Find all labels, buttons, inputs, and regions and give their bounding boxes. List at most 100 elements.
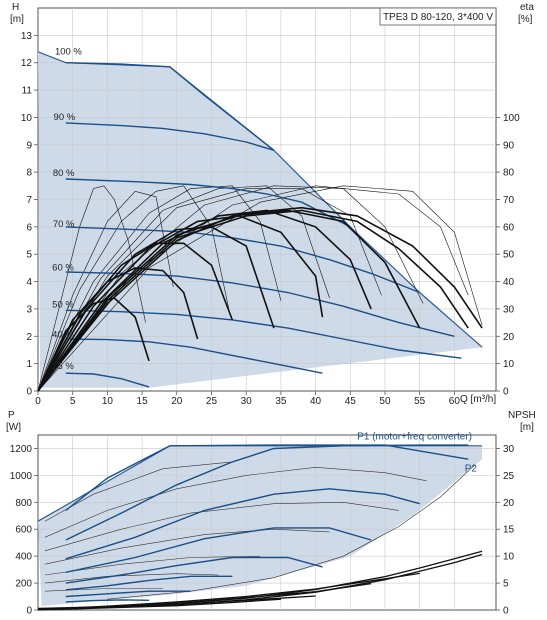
flow-x-tick-label: 60 [449,396,461,407]
power-y-right-tick-label: 30 [503,444,515,455]
p2-series-label: P2 [465,463,478,474]
power-y-tick-label: 800 [15,498,32,509]
head-efficiency-panel: 0123456789101112130102030405060708090100… [21,7,520,407]
head-curve [65,122,275,151]
flow-axis-label: Q [m³/h] [460,394,496,405]
flow-x-tick-label: 5 [70,396,76,407]
head-y-right-tick-label: 20 [503,332,515,343]
head-y-right-tick-label: 90 [503,140,515,151]
power-y-right-tick-label: 5 [503,579,509,590]
title-box [379,7,497,26]
head-y-tick-label: 0 [26,387,32,398]
head-y-right-tick-label: 60 [503,222,515,233]
p1-curve [65,444,469,541]
head-y-tick-label: 6 [26,222,32,233]
power-npsh-panel: 0 200 400 600 800 1000 1200 0 5 10 15 20 25 30 P1 (mot… [10,432,515,617]
flow-x-tick-label: 25 [206,396,218,407]
eta-curve [37,215,324,392]
head-y-right-tick-label: 100 [503,113,520,124]
flow-x-tick-label: 10 [102,396,114,407]
head-y-tick-label: 9 [26,140,32,151]
head-axis-symbol: H [12,2,19,13]
head-y-tick-label: 12 [21,58,33,69]
eta-curve [37,226,275,392]
power-y-tick-label: 600 [15,525,32,536]
head-curve [65,338,323,374]
speed-label: 60 % [52,263,74,274]
power-operating-envelope [38,445,483,606]
head-y-tick-label: 11 [22,86,33,97]
flow-x-tick-label: 0 [35,396,41,407]
head-y-right-tick-label: 10 [503,359,515,370]
head-y-right-tick-label: 70 [503,195,515,206]
power-y-right-tick-label: 0 [503,606,509,617]
p2-curve [44,573,219,584]
p2-curve [44,501,399,552]
head-y-right-tick-label: 80 [503,168,515,179]
speed-label: 90 % [54,112,76,123]
p2-curve [44,588,163,592]
p1-curve [65,599,150,603]
p1-curve [65,488,420,560]
head-axis-unit: [m] [10,14,24,25]
flow-x-tick-label: 45 [345,396,357,407]
speed-label: 40 % [52,330,74,341]
power-y-tick-label: 1000 [10,471,33,482]
head-y-right-tick-label: 40 [503,277,515,288]
head-y-tick-label: 8 [26,168,32,179]
head-y-tick-label: 10 [21,113,33,124]
p1-curve [65,575,233,591]
head-y-tick-label: 7 [26,195,32,206]
head-y-tick-label: 2 [26,332,32,343]
p2-curve [44,466,427,538]
speed-label: 80 % [53,168,75,179]
p1-curve [65,444,469,511]
eta-axis-unit: [%] [518,14,533,25]
speed-label: 100 % [55,47,82,58]
p1-curve [65,590,191,598]
head-curve [65,178,351,228]
flow-x-tick-label: 55 [414,396,426,407]
power-y-right-tick-label: 10 [503,552,515,563]
flow-x-tick-label: 15 [137,396,149,407]
eta-thin-curve [37,188,382,392]
head-y-right-tick-label: 30 [503,304,515,315]
p1-curve [65,556,323,584]
power-y-tick-label: 400 [15,552,32,563]
head-y-tick-label: 1 [26,359,32,370]
eta-axis-symbol: eta [520,2,534,13]
head-y-right-tick-label: 50 [503,250,515,261]
npsh-axis-unit: [m] [520,422,534,433]
speed-label: 50 % [52,300,74,311]
p2-curve [44,555,261,576]
eta-thin-curve [37,185,483,392]
head-y-tick-label: 13 [21,31,33,42]
p1-series-label: P1 (motor+freq converter) [357,432,472,443]
head-curve [65,62,275,151]
p2-curve [44,528,330,565]
eta-curve [37,242,234,392]
power-y-tick-label: 200 [15,579,32,590]
head-operating-envelope [38,51,483,388]
eta-curve [37,209,421,392]
npsh-curve [37,598,281,611]
flow-x-tick-label: 35 [275,396,287,407]
eta-thin-curve [37,190,174,392]
power-y-tick-label: 0 [26,606,32,617]
eta-curve [37,267,199,392]
flow-x-tick-label: 20 [171,396,183,407]
head-y-tick-label: 4 [26,277,32,288]
power-y-right-tick-label: 15 [503,525,515,536]
power-axis-symbol: P [8,410,15,421]
head-y-tick-label: 3 [26,304,32,315]
power-y-right-tick-label: 25 [503,471,515,482]
flow-x-tick-label: 30 [241,396,253,407]
flow-x-tick-label: 50 [379,396,391,407]
flow-x-tick-label: 40 [310,396,322,407]
speed-label: 25 % [52,361,74,372]
power-y-right-tick-label: 20 [503,498,515,509]
power-axis-unit: [W] [6,422,21,433]
head-curve [65,372,150,388]
chart-title: TPE3 D 80-120, 3*400 V [383,12,493,23]
